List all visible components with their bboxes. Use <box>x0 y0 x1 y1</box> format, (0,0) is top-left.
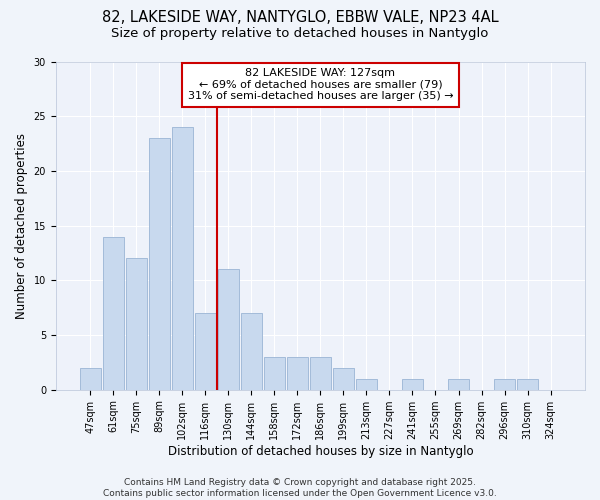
Bar <box>402 379 423 390</box>
Bar <box>241 313 262 390</box>
Bar <box>195 313 215 390</box>
Bar <box>264 357 285 390</box>
X-axis label: Distribution of detached houses by size in Nantyglo: Distribution of detached houses by size … <box>167 444 473 458</box>
Bar <box>218 270 239 390</box>
Bar <box>517 379 538 390</box>
Text: Size of property relative to detached houses in Nantyglo: Size of property relative to detached ho… <box>112 28 488 40</box>
Bar <box>494 379 515 390</box>
Bar <box>149 138 170 390</box>
Bar <box>287 357 308 390</box>
Bar <box>80 368 101 390</box>
Bar <box>448 379 469 390</box>
Text: 82 LAKESIDE WAY: 127sqm
← 69% of detached houses are smaller (79)
31% of semi-de: 82 LAKESIDE WAY: 127sqm ← 69% of detache… <box>188 68 453 102</box>
Text: 82, LAKESIDE WAY, NANTYGLO, EBBW VALE, NP23 4AL: 82, LAKESIDE WAY, NANTYGLO, EBBW VALE, N… <box>101 10 499 25</box>
Bar <box>356 379 377 390</box>
Bar <box>126 258 146 390</box>
Text: Contains HM Land Registry data © Crown copyright and database right 2025.
Contai: Contains HM Land Registry data © Crown c… <box>103 478 497 498</box>
Bar <box>310 357 331 390</box>
Bar <box>333 368 354 390</box>
Y-axis label: Number of detached properties: Number of detached properties <box>15 132 28 318</box>
Bar <box>103 236 124 390</box>
Bar <box>172 127 193 390</box>
